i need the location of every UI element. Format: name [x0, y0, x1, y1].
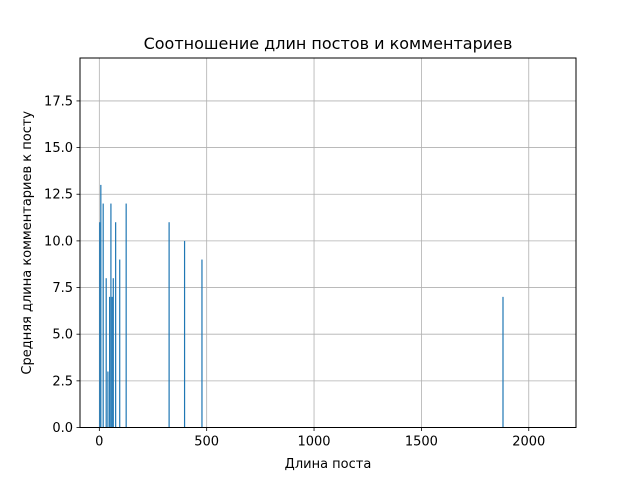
bar — [201, 259, 203, 428]
bar — [109, 296, 111, 428]
y-axis-label: Средняя длина комментариев к посту — [20, 111, 35, 375]
y-tick-label: 0.0 — [52, 421, 73, 436]
bar — [100, 184, 102, 428]
x-tick-label: 1000 — [297, 435, 330, 450]
chart-title: Соотношение длин постов и комментариев — [144, 34, 513, 53]
bar — [107, 371, 109, 428]
y-tick-label: 7.5 — [52, 281, 73, 296]
y-tick-label: 2.5 — [52, 374, 73, 389]
bar — [99, 222, 101, 428]
bar — [125, 203, 127, 428]
x-tick-label: 0 — [95, 435, 103, 450]
x-axis-label: Длина поста — [285, 457, 372, 472]
x-tick-label: 500 — [194, 435, 219, 450]
bar — [183, 240, 186, 428]
bar — [111, 296, 113, 428]
bar — [112, 278, 114, 428]
y-tick-label: 15.0 — [44, 141, 73, 156]
x-tick-label: 1500 — [405, 435, 438, 450]
bar — [105, 278, 107, 428]
y-tick-label: 12.5 — [44, 188, 73, 203]
plot-frame — [79, 57, 577, 428]
bar — [110, 203, 112, 428]
ticks: 0 500 1000 1500 2000 0.0 2.5 5.0 7.5 10.0 12.5 15.0… — [44, 94, 545, 449]
y-tick-label: 5.0 — [52, 328, 73, 343]
bars — [99, 184, 504, 428]
bar — [102, 203, 104, 428]
x-tick-label: 2000 — [512, 435, 545, 450]
bar — [502, 296, 504, 428]
y-tick-label: 10.0 — [44, 234, 73, 249]
bar — [168, 222, 170, 428]
bar — [119, 259, 121, 428]
y-tick-label: 17.5 — [44, 94, 73, 109]
bar — [115, 222, 117, 428]
